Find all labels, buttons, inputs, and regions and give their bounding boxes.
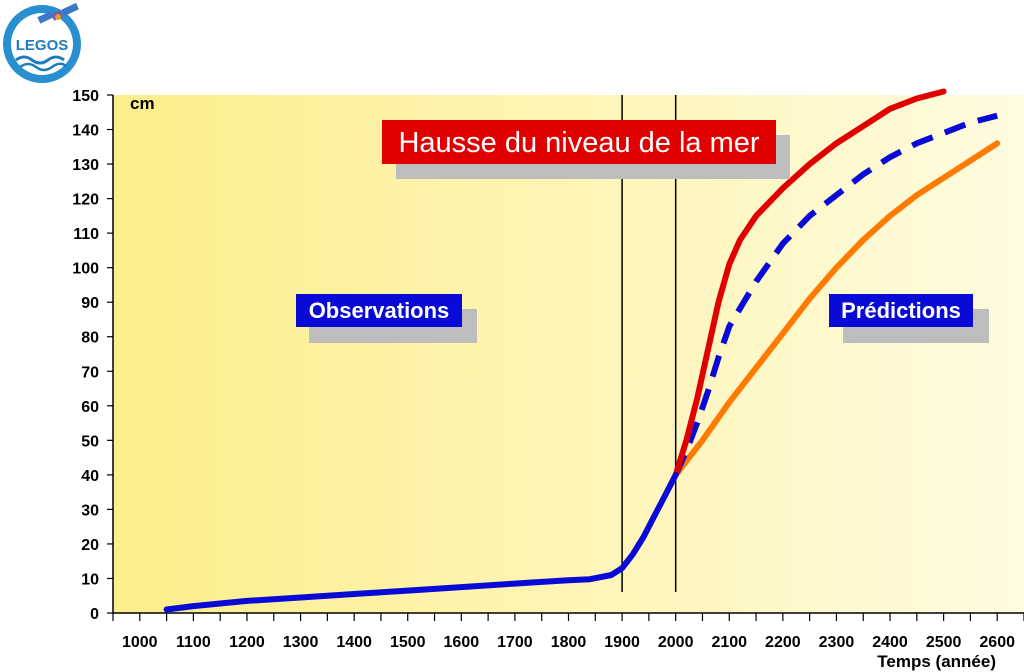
observations-label-box xyxy=(296,294,462,327)
x-tick-label: 1000 xyxy=(122,634,158,651)
title-banner: Hausse du niveau de la mer xyxy=(382,120,790,179)
predictions-label: Prédictions xyxy=(829,294,989,343)
logo-disc xyxy=(11,13,73,75)
x-tick-label: 2300 xyxy=(819,634,855,651)
series-line-mid xyxy=(672,112,998,477)
x-tick-label: 1700 xyxy=(497,634,533,651)
y-tick-label: 10 xyxy=(81,571,99,588)
y-tick-label: 50 xyxy=(81,433,99,450)
y-tick-label: 40 xyxy=(81,468,99,485)
y-tick-label: 70 xyxy=(81,364,99,381)
x-tick-label: 2500 xyxy=(926,634,962,651)
y-tick-label: 130 xyxy=(72,157,99,174)
y-tick-label: 120 xyxy=(72,192,99,209)
x-tick-label: 1800 xyxy=(551,634,587,651)
x-tick-label: 2100 xyxy=(711,634,747,651)
y-tick-label: 60 xyxy=(81,399,99,416)
series-line-low xyxy=(672,140,1001,478)
y-tick-label: 0 xyxy=(90,606,99,623)
series-line-high xyxy=(672,88,947,478)
legos-logo: LEGOS xyxy=(3,2,81,83)
y-tick-label: 30 xyxy=(81,502,99,519)
y-tick-label: 110 xyxy=(73,226,99,243)
x-axis: 1000 1100 1200 1300 1400 1500 1600 1700 1800 1900… xyxy=(112,612,1024,651)
logo-wave2-icon xyxy=(19,62,67,72)
chart-title: Hausse du niveau de la mer xyxy=(398,127,759,159)
x-tick-label: 2000 xyxy=(658,634,694,651)
x-tick-label: 1100 xyxy=(176,634,211,651)
y-tick-label: 140 xyxy=(72,123,99,140)
observations-label: Observations xyxy=(296,294,477,343)
y-tick-label: 90 xyxy=(81,295,99,312)
x-tick-label: 2200 xyxy=(765,634,801,651)
y-tick-label: 20 xyxy=(81,537,99,554)
x-tick-label: 1400 xyxy=(336,634,372,651)
logo-text: LEGOS xyxy=(16,37,69,54)
observations-label-text: Observations xyxy=(309,298,450,323)
y-axis: 0 10 20 30 40 50 60 70 80 90 100 110 120 130 140 150 xyxy=(72,88,114,623)
x-tick-label: 1900 xyxy=(604,634,640,651)
predictions-label-text: Prédictions xyxy=(841,298,961,323)
x-tick-label: 2600 xyxy=(979,634,1015,651)
x-tick-label: 1300 xyxy=(283,634,319,651)
x-tick-label: 1600 xyxy=(444,634,480,651)
y-tick-label: 150 xyxy=(72,88,99,105)
x-tick-label: 1500 xyxy=(390,634,426,651)
title-banner-box xyxy=(382,120,776,164)
y-tick-label: 80 xyxy=(81,330,99,347)
x-tick-label: 2400 xyxy=(872,634,908,651)
predictions-label-box xyxy=(829,294,973,327)
series-layer xyxy=(163,88,1001,613)
x-tick-label: 1200 xyxy=(229,634,265,651)
y-tick-label: 100 xyxy=(72,261,99,278)
x-axis-title: Temps (année) xyxy=(877,652,996,671)
y-axis-unit-label: cm xyxy=(130,94,155,113)
series-line-observations xyxy=(163,471,679,613)
satellite-icon xyxy=(37,2,79,24)
plot-area xyxy=(113,95,1024,613)
logo-wave-icon xyxy=(15,55,65,65)
